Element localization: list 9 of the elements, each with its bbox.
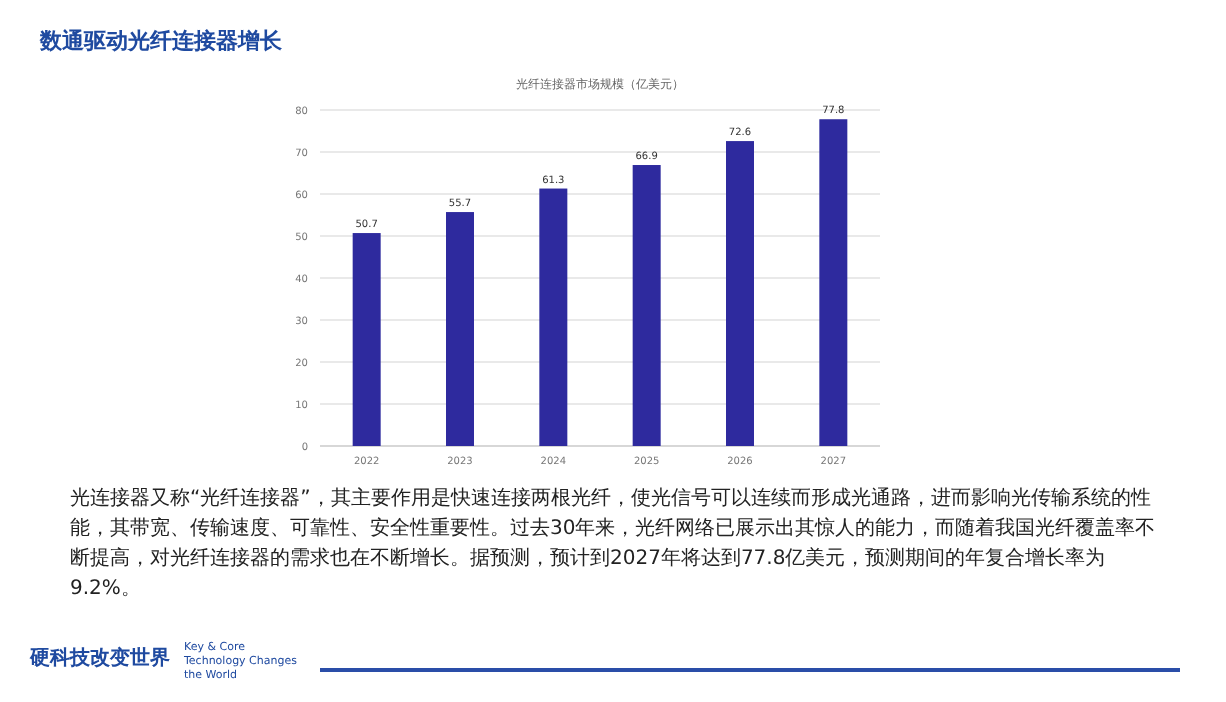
- text: 硬科技改变世界: [30, 644, 170, 672]
- bar: [726, 141, 754, 446]
- bar: [446, 212, 474, 446]
- bar: [352, 233, 381, 446]
- bar: [632, 165, 661, 446]
- chart-title: 数通驱动光纤连接器增长: [40, 26, 282, 56]
- bar: [539, 188, 568, 446]
- text: 光连接器又称“光纤连接器”，其主要作用是快速连接两根光纤，使光信号可以连续而形成光通路，进而影响光传输系统的性能，其带宽、传输速度、可靠性、安全性重要性。过去30年来，光纤网络已展示出其惊人的能力，而随着我国光纤覆盖率不断提高，对光纤连接器的需求也在不断增长。据预测，预计到2027年将达到77.8亿美元，预测期间的年复合增长率为9.2%。: [70, 485, 1158, 604]
- bar: [819, 119, 848, 446]
